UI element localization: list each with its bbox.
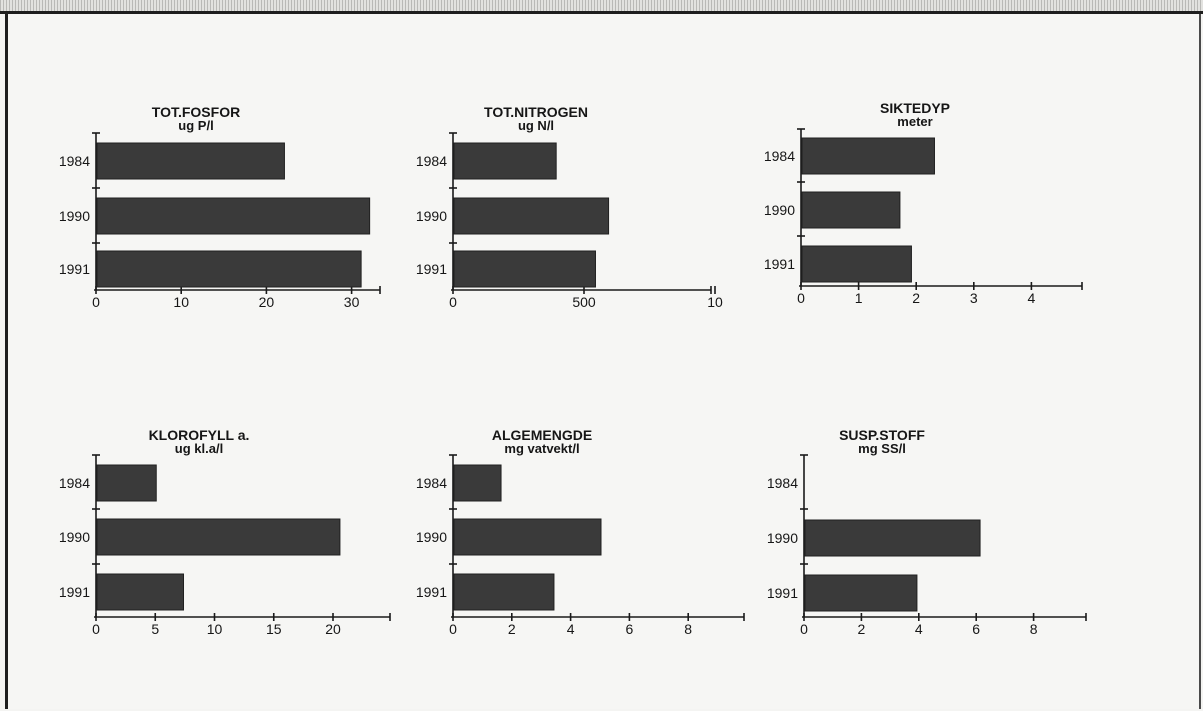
x-tick-label: 20: [259, 294, 275, 310]
x-tick-label: 2: [912, 290, 920, 306]
x-tick-label: 15: [266, 621, 282, 637]
bar-1990: [801, 191, 901, 229]
bar-1991: [453, 250, 596, 288]
x-tick-label: 8: [1030, 621, 1038, 637]
bar-1984: [453, 142, 557, 180]
x-tick-label: 8: [684, 621, 692, 637]
category-label: 1991: [59, 261, 90, 277]
category-label: 1991: [416, 261, 447, 277]
x-tick-label: 0: [449, 294, 457, 310]
x-tick-label: 0: [800, 621, 808, 637]
category-label: 1990: [767, 530, 798, 546]
category-label: 1990: [59, 208, 90, 224]
bar-1991: [801, 245, 912, 283]
chart-subtitle: mg SS/l: [858, 441, 906, 456]
bar-1991: [804, 574, 918, 612]
bar-1990: [453, 197, 610, 235]
category-label: 1990: [416, 208, 447, 224]
category-label: 1984: [59, 475, 90, 491]
chart-subtitle: ug N/l: [518, 118, 554, 133]
bar-1990: [453, 518, 602, 556]
category-label: 1991: [416, 584, 447, 600]
chart-title: SIKTEDYP: [880, 100, 950, 116]
chart-subtitle: ug P/l: [178, 118, 213, 133]
category-label: 1991: [764, 256, 795, 272]
x-tick-label: 30: [344, 294, 360, 310]
x-tick-label: 6: [972, 621, 980, 637]
category-label: 1984: [764, 148, 795, 164]
x-tick-label: 3: [970, 290, 978, 306]
category-label: 1990: [59, 529, 90, 545]
bar-1984: [96, 464, 157, 502]
bar-1990: [96, 197, 371, 235]
x-tick-label: 4: [915, 621, 923, 637]
top-strip: [0, 0, 1203, 11]
bar-1991: [96, 250, 362, 288]
x-tick-label: 10: [207, 621, 223, 637]
x-tick-label: 5: [151, 621, 159, 637]
bar-1984: [801, 137, 935, 175]
chart-subtitle: ug kl.a/l: [175, 441, 223, 456]
category-label: 1984: [416, 475, 447, 491]
bar-1990: [96, 518, 341, 556]
category-label: 1984: [767, 475, 798, 491]
x-tick-label: 0: [92, 294, 100, 310]
x-tick-label: 2: [858, 621, 866, 637]
x-tick-label: 20: [325, 621, 341, 637]
x-tick-label: 4: [1028, 290, 1036, 306]
x-tick-label: 500: [572, 294, 596, 310]
chart-title: SUSP.STOFF: [839, 427, 925, 443]
chart-title: KLOROFYLL a.: [149, 427, 250, 443]
x-tick-label: 1: [855, 290, 863, 306]
chart-subtitle: meter: [897, 114, 932, 129]
x-tick-label: 4: [567, 621, 575, 637]
top-strip-rule: [0, 11, 1203, 14]
chart-title: ALGEMENGDE: [492, 427, 592, 443]
bar-1984: [96, 142, 285, 180]
category-label: 1991: [767, 585, 798, 601]
bar-1991: [453, 573, 555, 611]
category-label: 1984: [416, 153, 447, 169]
x-tick-label: 10: [173, 294, 189, 310]
category-label: 1990: [764, 202, 795, 218]
chart-title: TOT.NITROGEN: [484, 104, 588, 120]
bar-1991: [96, 573, 185, 611]
figure-frame: TOT.FOSFOR ug P/l 0 10 20 30 1984 1990 1991 TOT.N…: [5, 14, 1201, 709]
category-label: 1990: [416, 529, 447, 545]
chart-panel-4: KLOROFYLL a.ug kl.a/l 0 5 10 15 20 1984 1990 199…: [59, 427, 391, 637]
x-tick-label: 6: [626, 621, 634, 637]
chart-title: TOT.FOSFOR: [152, 104, 240, 120]
bar-1990: [804, 519, 981, 557]
x-tick-label: 0: [449, 621, 457, 637]
bar-1984: [453, 464, 502, 502]
category-label: 1991: [59, 584, 90, 600]
x-tick-label: 2: [508, 621, 516, 637]
chart-subtitle: mg vatvekt/l: [504, 441, 579, 456]
x-tick-label: 10: [707, 294, 723, 310]
x-tick-label: 0: [797, 290, 805, 306]
x-tick-label: 0: [92, 621, 100, 637]
category-label: 1984: [59, 153, 90, 169]
